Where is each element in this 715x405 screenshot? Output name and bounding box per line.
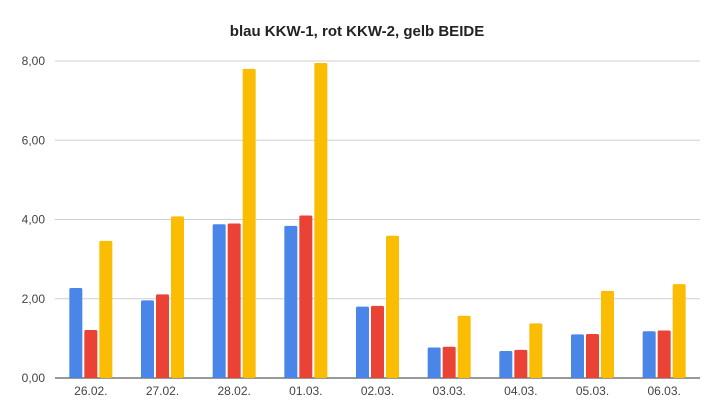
bar-2-5 <box>371 305 384 378</box>
bar-3-5 <box>386 235 399 378</box>
bar-1-1 <box>69 288 83 378</box>
bar-2-8 <box>586 334 599 378</box>
x-tick-label: 26.02. <box>74 384 107 398</box>
y-axis-tick-labels: 0,00 2,00 4,00 6,00 8,00 <box>22 54 46 385</box>
bar-3-8 <box>601 290 614 378</box>
y-tick-label: 4,00 <box>22 213 46 227</box>
bar-1-3 <box>212 224 226 378</box>
x-tick-label: 02.03. <box>361 384 394 398</box>
bar-series <box>69 62 686 379</box>
bar-1-8 <box>571 334 584 378</box>
bar-2-6 <box>442 346 456 378</box>
x-axis-tick-labels: 26.02. 27.02. 28.02. 01.03. 02.03. 03.03. 04.0… <box>74 384 681 398</box>
bar-1-9 <box>642 331 656 378</box>
y-tick-label: 2,00 <box>22 292 46 306</box>
y-tick-label: 6,00 <box>22 133 46 147</box>
bar-3-1 <box>99 240 113 378</box>
x-tick-label: 27.02. <box>146 384 179 398</box>
bar-2-1 <box>84 330 98 378</box>
chart-title: blau KKW-1, rot KKW-2, gelb BEIDE <box>230 23 484 40</box>
bar-3-4 <box>314 62 328 378</box>
y-tick-label: 8,00 <box>22 54 46 68</box>
bar-3-6 <box>457 315 471 378</box>
bar-2-7 <box>514 349 528 378</box>
y-tick-label: 0,00 <box>22 371 46 385</box>
bar-3-7 <box>529 323 543 378</box>
bar-3-2 <box>171 216 184 378</box>
bar-2-3 <box>227 223 241 378</box>
x-tick-label: 01.03. <box>289 384 322 398</box>
bar-1-7 <box>499 351 513 378</box>
x-tick-label: 05.03. <box>576 384 609 398</box>
x-tick-label: 04.03. <box>504 384 537 398</box>
bar-1-6 <box>427 347 441 378</box>
x-tick-label: 03.03. <box>432 384 465 398</box>
bar-1-4 <box>284 225 298 378</box>
x-tick-label: 06.03. <box>647 384 680 398</box>
bar-3-9 <box>672 284 686 378</box>
bar-1-2 <box>141 300 154 378</box>
bar-1-5 <box>356 306 369 378</box>
x-tick-label: 28.02. <box>217 384 250 398</box>
bar-2-4 <box>299 215 313 378</box>
bar-2-2 <box>156 294 169 378</box>
bar-2-9 <box>657 330 671 378</box>
bar-3-3 <box>242 68 256 379</box>
